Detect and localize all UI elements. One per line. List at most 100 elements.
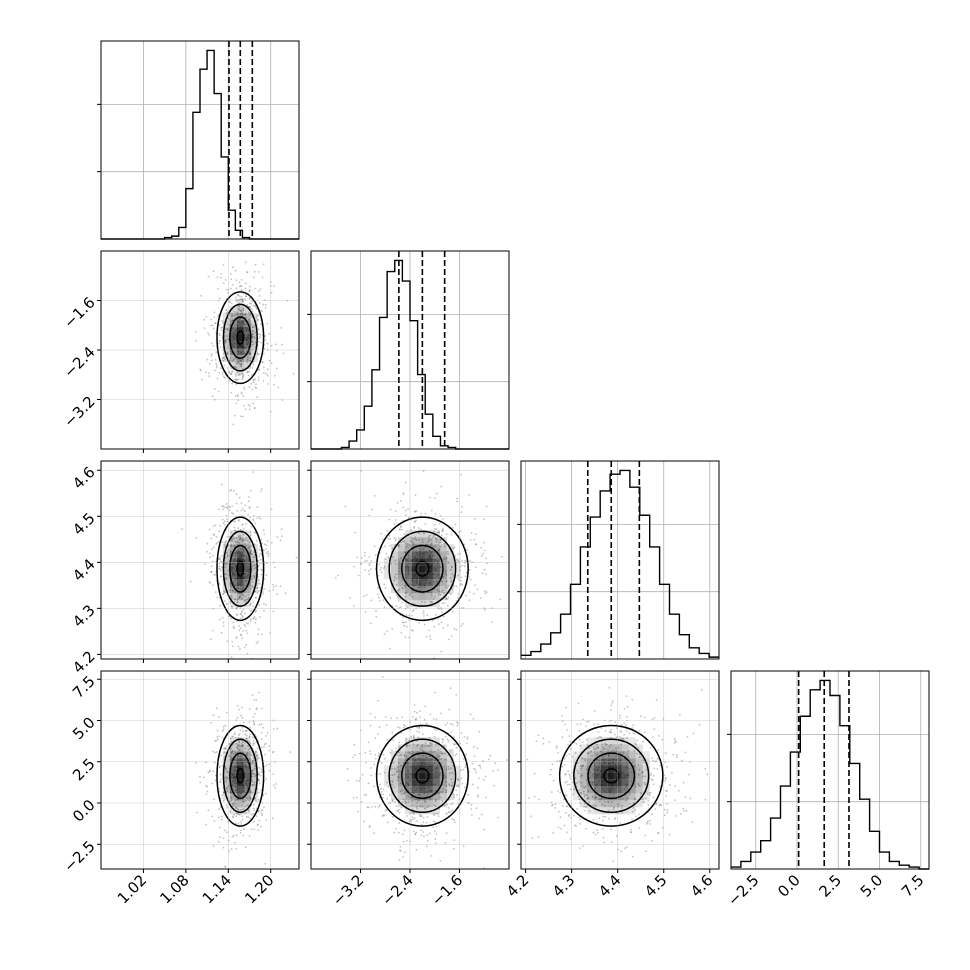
sample-point — [644, 782, 647, 785]
sample-point — [378, 596, 380, 599]
sample-point — [219, 781, 221, 783]
sample-point — [385, 809, 387, 812]
x-tick-label: 4.4 — [595, 871, 625, 901]
sample-point — [660, 804, 663, 807]
sample-point — [431, 601, 433, 603]
sample-point — [625, 695, 628, 697]
sample-point — [212, 327, 215, 330]
sample-point — [663, 808, 666, 811]
sample-point — [454, 523, 457, 526]
sample-point — [263, 588, 266, 590]
sample-point — [445, 776, 447, 779]
density-cell — [432, 600, 440, 608]
sample-point — [367, 806, 370, 809]
sample-point — [651, 718, 654, 721]
sample-point — [242, 377, 244, 379]
sample-point — [238, 318, 240, 321]
hist-panel-bg — [521, 461, 719, 659]
sample-point — [272, 751, 274, 754]
sample-point — [416, 744, 418, 747]
sample-point — [659, 803, 661, 806]
sample-point — [210, 537, 213, 540]
sample-point — [212, 714, 215, 717]
sample-point — [389, 751, 392, 754]
sample-point — [691, 821, 694, 824]
sample-point — [687, 773, 690, 776]
density-cell — [411, 786, 419, 794]
sample-point — [640, 791, 643, 794]
density-cell — [453, 772, 461, 780]
sample-point — [373, 545, 376, 548]
sample-point — [242, 800, 245, 803]
density-cell — [432, 800, 440, 808]
sample-point — [420, 815, 422, 817]
sample-point — [444, 758, 447, 761]
panel-3-2 — [307, 460, 510, 663]
density-cell — [243, 341, 251, 349]
density-cell — [628, 779, 636, 787]
panel-frame — [730, 670, 930, 870]
sample-point — [240, 829, 242, 832]
sample-point — [565, 794, 568, 797]
density-cell — [446, 551, 454, 559]
sample-point — [251, 736, 254, 739]
sample-point — [352, 796, 355, 799]
sample-point — [258, 604, 261, 606]
sample-point — [224, 358, 227, 361]
sample-point — [597, 747, 600, 749]
sample-point — [255, 749, 257, 752]
density-cell — [397, 544, 405, 552]
sample-point — [196, 811, 198, 814]
density-cell — [250, 551, 258, 559]
sample-point — [237, 749, 240, 751]
sample-point — [210, 570, 213, 573]
density-cell — [404, 779, 412, 787]
sample-point — [268, 745, 271, 747]
sample-point — [414, 798, 417, 801]
sample-point — [457, 593, 460, 595]
sample-point — [262, 366, 265, 369]
sample-point — [252, 760, 254, 762]
sample-point — [230, 756, 232, 758]
density-cell — [439, 765, 447, 773]
sample-point — [412, 818, 414, 821]
sample-point — [605, 743, 608, 746]
sample-point — [438, 549, 441, 551]
sample-point — [258, 771, 260, 774]
sample-point — [231, 750, 234, 753]
sample-point — [368, 563, 371, 565]
density-cell — [607, 772, 615, 780]
sample-point — [597, 731, 600, 733]
density-cell — [425, 586, 433, 594]
sample-point — [199, 781, 202, 784]
sample-point — [251, 565, 254, 568]
sample-point — [228, 555, 231, 557]
panel-bg — [101, 461, 299, 659]
sample-point — [621, 804, 624, 807]
sample-point — [238, 317, 241, 320]
sample-point — [194, 762, 197, 764]
contour-4 — [415, 560, 430, 577]
sample-point — [384, 558, 387, 560]
sample-point — [230, 605, 233, 608]
sample-point — [239, 310, 242, 312]
sample-point — [416, 807, 419, 810]
density-cell — [593, 737, 601, 745]
sample-point — [224, 747, 226, 750]
density-cell — [404, 807, 412, 815]
sample-point — [240, 295, 243, 298]
sample-point — [253, 270, 256, 273]
sample-point — [413, 704, 416, 706]
sample-point — [353, 565, 355, 568]
sample-point — [600, 798, 602, 800]
density-cell — [397, 579, 405, 587]
sample-point — [608, 745, 611, 748]
sample-point — [457, 784, 459, 786]
sample-point — [582, 718, 584, 721]
sample-point — [449, 750, 452, 752]
sample-point — [406, 625, 408, 628]
sample-point — [451, 723, 454, 726]
sample-point — [437, 755, 440, 758]
sample-point — [222, 356, 225, 359]
sample-point — [446, 738, 449, 741]
